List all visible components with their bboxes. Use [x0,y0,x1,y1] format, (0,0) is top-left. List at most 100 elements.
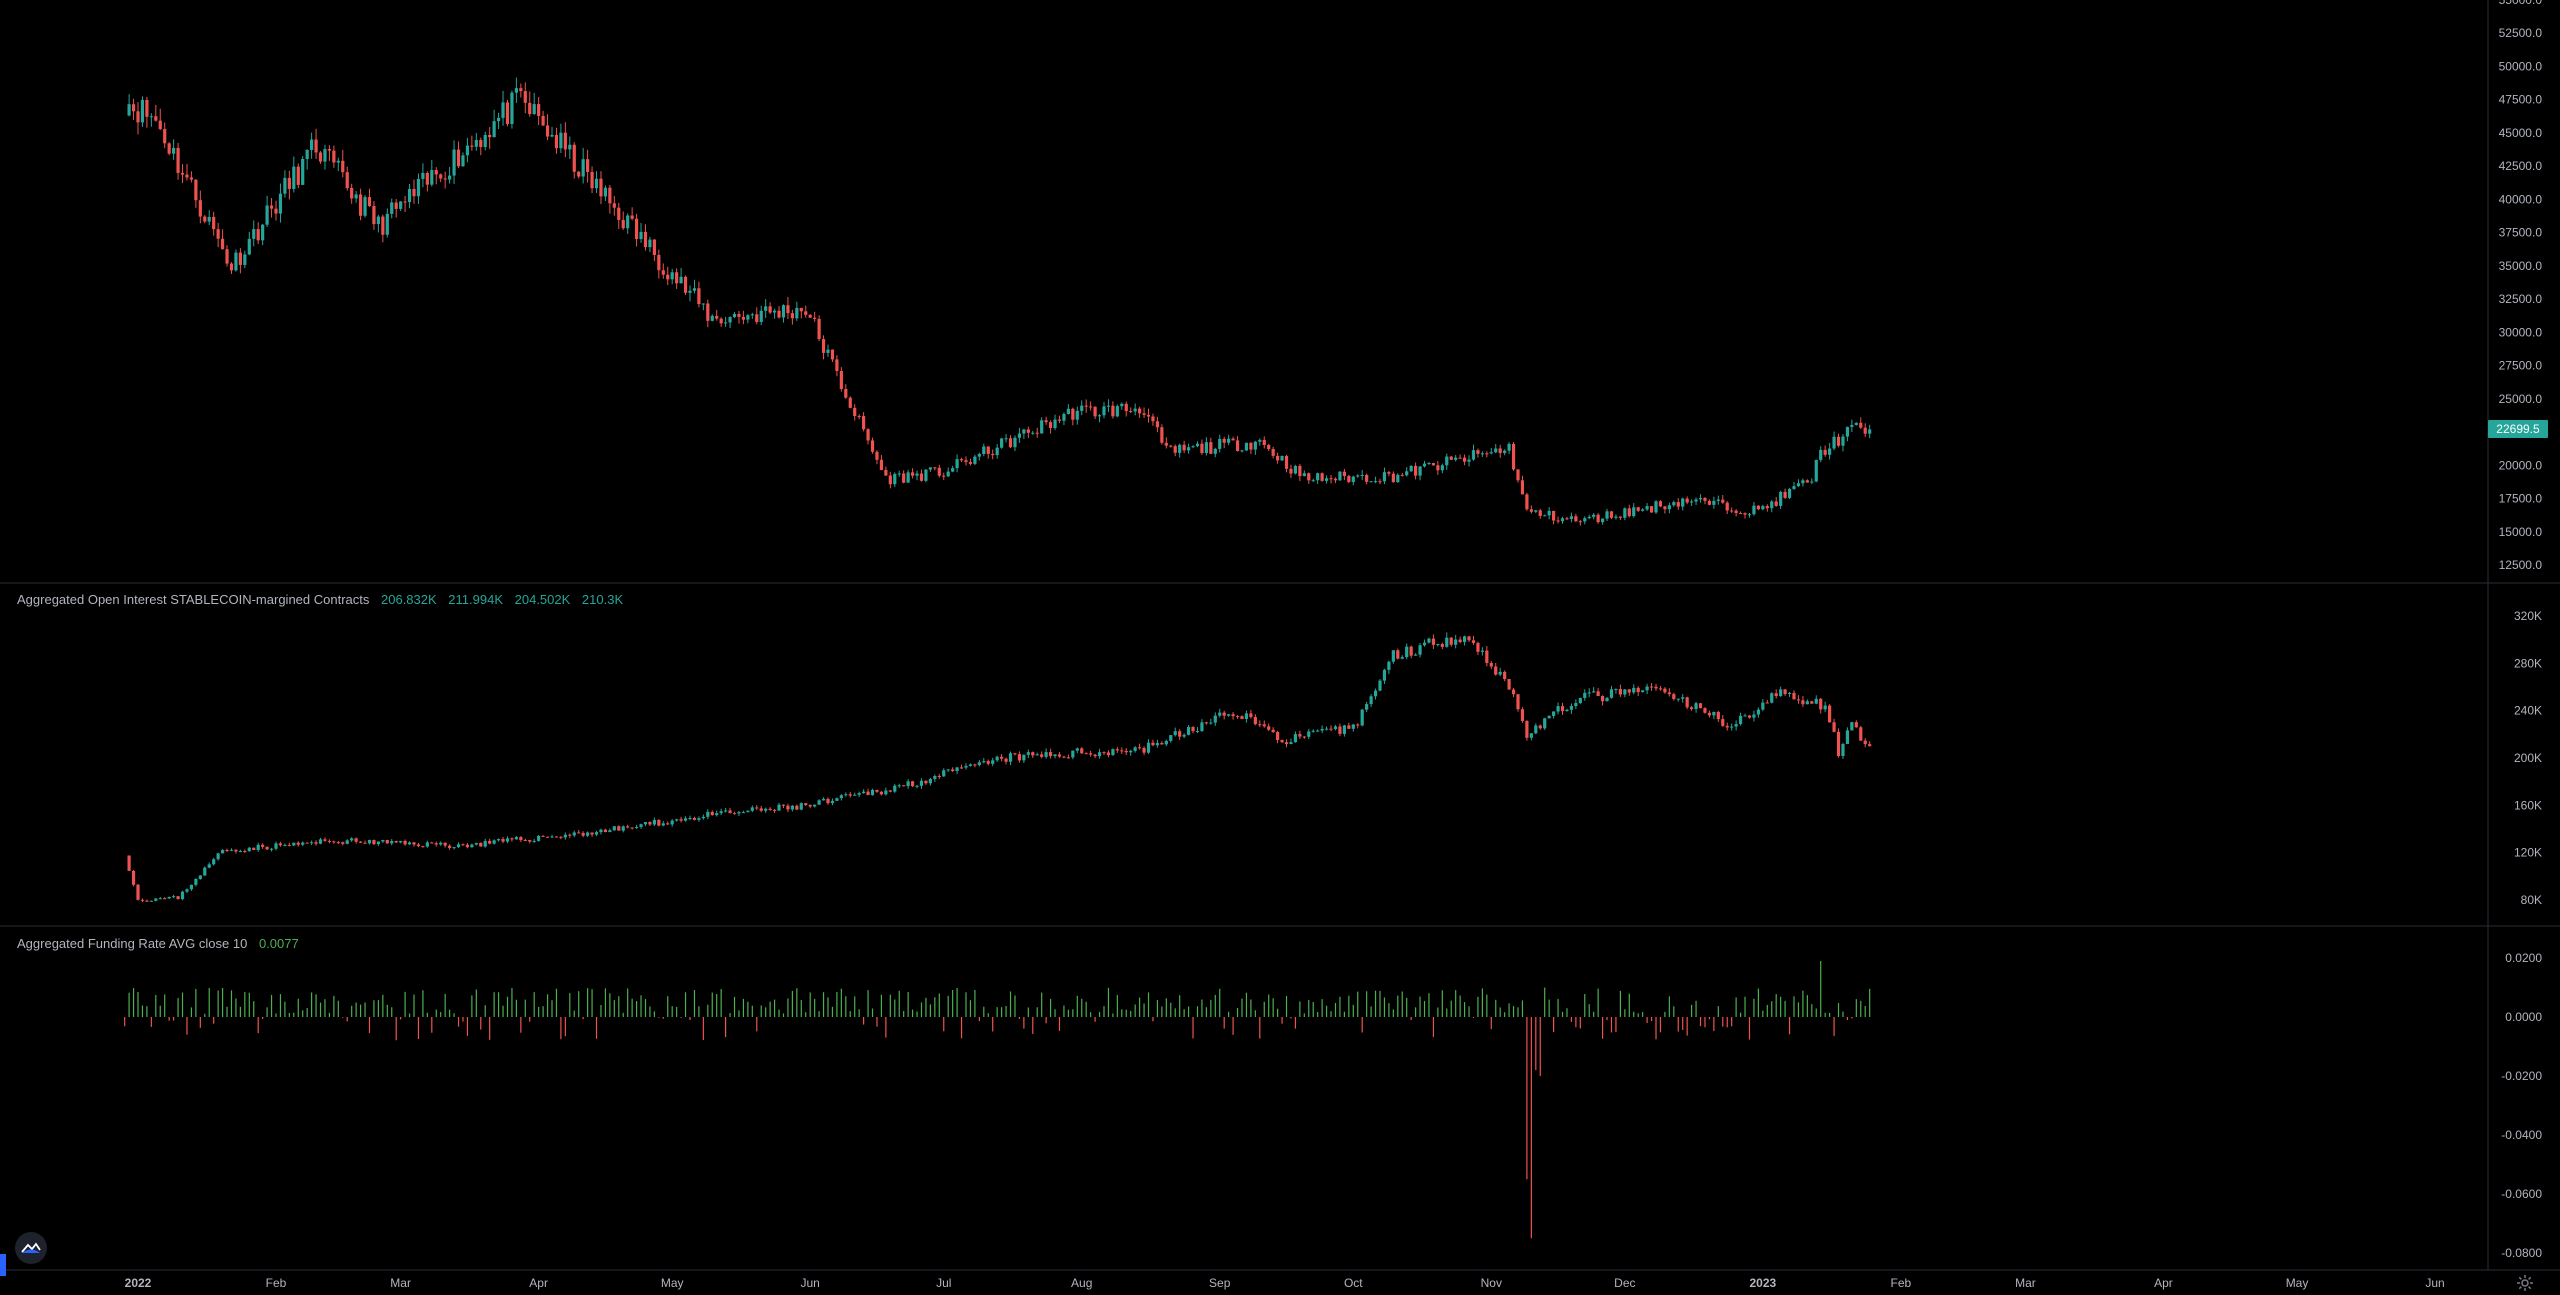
oi-candle [1609,689,1614,698]
price-candle [1133,408,1137,412]
oi-candle [590,832,594,835]
price-candle [1525,494,1529,510]
price-candle [1685,498,1689,503]
oi-candle [732,813,737,815]
time-axis-label: Nov [1481,1276,1502,1290]
price-candle [1146,414,1151,417]
price-candle [1454,457,1458,460]
oi-candle [1218,712,1222,716]
price-candle [1173,446,1177,453]
price-candle [1431,463,1436,466]
oi-candle [1756,709,1760,715]
oi-candle [220,850,225,854]
settings-gear-icon[interactable] [2516,1274,2534,1292]
oi-candle [229,849,234,851]
oi-candle [1075,748,1079,751]
oi-candle [1636,687,1640,693]
oi-candle [1596,691,1600,697]
price-candle [367,197,372,207]
price-candle [1462,457,1467,462]
price-candle [1422,463,1427,467]
oi-candle [1654,686,1658,689]
price-candle [1672,502,1676,506]
price-candle [1850,424,1854,427]
oi-candle [1574,703,1578,707]
price-candle [470,145,474,147]
price-candle [327,149,332,151]
oi-candle [354,838,358,842]
time-axis[interactable]: 2022 Feb Mar Apr May Jun Jul Aug Sep Oct Nov Dec 202… [125,1276,2445,1290]
oi-candle [1035,754,1039,756]
oi-candle [1832,722,1836,732]
price-candle [292,166,296,189]
left-toolbar-handle[interactable] [0,1254,6,1276]
price-candle [1186,447,1191,451]
oi-candle [554,836,559,838]
oi-candle [1000,756,1004,759]
price-candle [746,315,750,320]
price-candle [456,149,461,167]
price-candle [715,315,719,319]
oi-candle [1449,637,1453,645]
price-tick-label: 15000.0 [2499,525,2543,539]
price-candle [1262,439,1266,445]
price-candle [1565,518,1569,520]
open-interest-pane[interactable] [127,632,1872,903]
oi-candle [332,841,336,843]
price-candle [1249,442,1253,450]
funding-rate-pane[interactable] [124,960,1871,1239]
price-candle [648,239,652,248]
price-candle [1356,475,1360,477]
price-candle [528,102,532,115]
oi-candle [496,839,501,841]
oi-candle [545,836,550,838]
funding-rate-value: 0.0077 [258,936,299,951]
price-candle [363,197,367,216]
price-candle [1267,444,1271,450]
oi-value-3: 204.502K [514,592,571,607]
oi-candle [1583,692,1587,698]
oi-candle [1062,756,1066,758]
price-candle [1649,506,1654,513]
oi-tick-label: 240K [2514,704,2542,718]
oi-candle [1525,721,1529,738]
oi-candle [826,798,830,804]
price-candle [1716,499,1720,501]
price-candle [1289,468,1293,474]
oi-candle [1552,711,1556,716]
oi-candle [942,770,946,777]
oi-candle [1293,734,1298,743]
oi-candle [1645,686,1649,691]
price-candle [537,104,541,116]
oi-candle [1298,734,1302,737]
price-candle [496,117,501,122]
price-candle [1578,521,1582,523]
price-candle [1471,450,1476,460]
price-candle [1333,478,1338,481]
price-candle [848,397,852,408]
price-candle [875,451,879,460]
price-candle [1627,508,1631,517]
oi-candle [1080,748,1084,754]
price-candle [1819,449,1823,460]
oi-candle [799,803,803,810]
price-candle [866,429,870,441]
tradingview-logo-icon[interactable] [15,1232,47,1264]
oi-candle [724,810,728,812]
price-candle [1529,509,1533,512]
time-axis-label: Dec [1614,1276,1635,1290]
open-interest-legend[interactable]: Aggregated Open Interest STABLECOIN-marg… [17,592,631,607]
price-pane[interactable] [127,77,1872,526]
price-candle [777,310,781,318]
oi-candle [1164,740,1168,745]
oi-candle [501,839,505,842]
oi-candle [661,823,665,826]
price-candle [1583,518,1587,522]
price-candle [394,202,398,209]
oi-candle [1534,725,1538,734]
price-candle [902,473,906,483]
oi-candle [986,761,990,764]
price-candle [1200,443,1204,454]
funding-rate-legend[interactable]: Aggregated Funding Rate AVG close 10 0.0… [17,936,307,951]
